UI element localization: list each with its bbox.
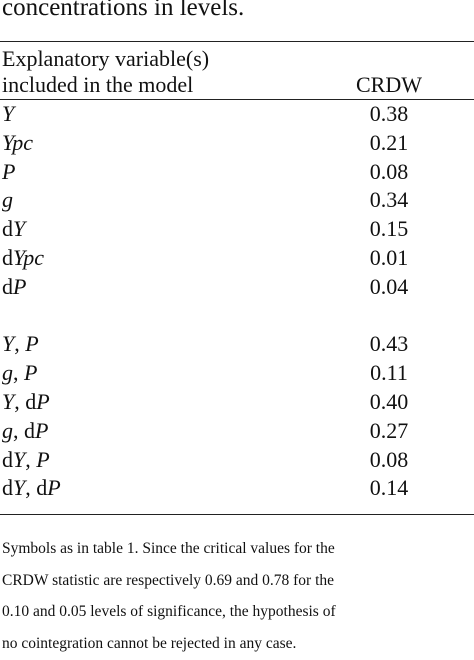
variable-cell: g xyxy=(2,187,13,213)
note-line: Symbols as in table 1. Since the critica… xyxy=(2,540,335,557)
variable-cell: dYpc xyxy=(2,245,44,270)
variable-cell: dY xyxy=(2,216,26,242)
variable-cell: g, dP xyxy=(2,417,49,443)
table-row: dY, P 0.08 xyxy=(0,447,474,475)
crdw-cell: 0.15 xyxy=(369,216,409,242)
crdw-cell: 0.27 xyxy=(369,417,409,443)
table-row: Y 0.38 xyxy=(0,101,474,129)
table-row: dY 0.15 xyxy=(0,216,474,244)
variable-cell: Ypc xyxy=(2,129,33,155)
note-line: no cointegration cannot be rejected in a… xyxy=(2,634,297,652)
table-row: Y, P 0.43 xyxy=(0,331,474,359)
header-variable: Explanatory variable(s) xyxy=(2,46,210,71)
crdw-cell: 0.40 xyxy=(369,389,409,414)
variable-cell: Y, P xyxy=(2,331,39,357)
bottom-rule xyxy=(0,514,474,515)
variable-cell: g, P xyxy=(2,360,38,386)
table-row: Y, dP 0.40 xyxy=(0,389,474,417)
table-row: Ypc 0.21 xyxy=(0,130,474,158)
header-statistic: CRDW xyxy=(356,72,422,97)
note-line: 0.10 and 0.05 levels of significance, th… xyxy=(2,603,336,620)
crdw-cell: 0.08 xyxy=(369,158,409,184)
header-rule xyxy=(0,99,474,100)
crdw-cell: 0.14 xyxy=(369,475,409,501)
table-row: dY, dP 0.14 xyxy=(0,475,474,503)
variable-cell: dP xyxy=(2,273,27,299)
header-variable: included in the model xyxy=(2,72,194,97)
table-note: Symbols as in table 1. Since the critica… xyxy=(2,533,474,659)
crdw-cell: 0.08 xyxy=(369,446,409,472)
crdw-cell: 0.38 xyxy=(369,101,409,126)
variable-cell: Y xyxy=(2,101,15,126)
crdw-cell: 0.11 xyxy=(370,360,408,386)
table-row: g, dP 0.27 xyxy=(0,418,474,446)
crdw-cell: 0.01 xyxy=(369,245,409,270)
caption: concentrations in levels. xyxy=(2,0,245,21)
table-row: g 0.34 xyxy=(0,187,474,215)
crdw-cell: 0.04 xyxy=(369,273,409,299)
variable-cell: dY, dP xyxy=(2,475,61,501)
variable-cell: Y, dP xyxy=(2,389,50,414)
table-row: P 0.08 xyxy=(0,159,474,187)
table-row: dYpc 0.01 xyxy=(0,245,474,273)
note-line: CRDW statistic are respectively 0.69 and… xyxy=(2,571,335,589)
variable-cell: dY, P xyxy=(2,446,50,472)
top-rule xyxy=(0,41,474,42)
table-row: g, P 0.11 xyxy=(0,360,474,388)
crdw-cell: 0.34 xyxy=(369,187,409,213)
crdw-cell: 0.21 xyxy=(369,129,409,155)
variable-cell: P xyxy=(2,158,16,184)
crdw-cell: 0.43 xyxy=(369,331,409,357)
table-row: dP 0.04 xyxy=(0,274,474,302)
